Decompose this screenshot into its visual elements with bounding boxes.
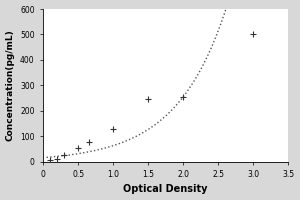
X-axis label: Optical Density: Optical Density xyxy=(124,184,208,194)
Y-axis label: Concentration(pg/mL): Concentration(pg/mL) xyxy=(6,29,15,141)
